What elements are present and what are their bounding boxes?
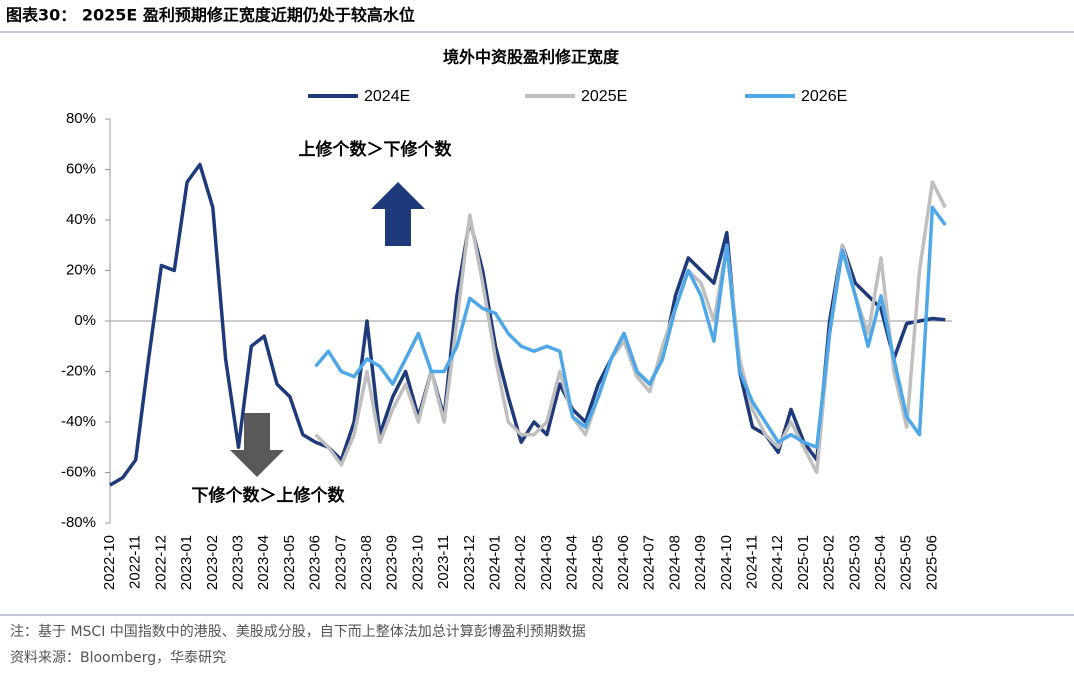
legend-label: 2026E [801, 88, 847, 105]
x-tick-label: 2024-08 [666, 535, 683, 590]
x-tick-label: 2023-10 [409, 535, 426, 590]
x-tick-label: 2024-02 [512, 535, 529, 590]
x-tick-label: 2022-12 [152, 535, 169, 590]
x-tick-label: 2024-06 [615, 535, 632, 590]
source: 资料来源：Bloomberg，华泰研究 [10, 650, 226, 666]
x-tick-label: 2025-03 [846, 535, 863, 590]
x-tick-label: 2025-05 [898, 535, 915, 590]
x-tick-label: 2024-12 [769, 535, 786, 590]
header: 图表30： 2025E 盈利预期修正宽度近期仍处于较高水位 [6, 6, 415, 25]
x-tick-label: 2024-07 [641, 535, 658, 590]
legend-label: 2024E [364, 88, 410, 105]
down-arrow [230, 413, 284, 477]
x-tick-label: 2025-04 [872, 535, 889, 590]
x-tick-label: 2023-04 [255, 535, 272, 590]
x-tick-label: 2023-08 [358, 535, 375, 590]
x-tick-label: 2024-11 [743, 535, 760, 589]
annotation: 下修个数＞上修个数 [192, 485, 346, 506]
x-tick-label: 2024-10 [718, 535, 735, 590]
y-tick-label: -20% [61, 362, 96, 379]
x-tick-label: 2024-05 [589, 535, 606, 590]
y-tick-label: -60% [61, 463, 96, 480]
x-tick-label: 2023-02 [204, 535, 221, 590]
up-arrow [371, 182, 425, 246]
x-tick-label: 2023-12 [461, 535, 478, 590]
x-tick-label: 2024-04 [564, 535, 581, 590]
x-tick-label: 2023-06 [307, 535, 324, 590]
y-tick-label: -80% [61, 514, 96, 531]
y-tick-label: 80% [66, 110, 96, 127]
x-tick-label: 2023-11 [435, 535, 452, 589]
x-tick-label: 2024-03 [538, 535, 555, 590]
x-tick-label: 2025-06 [923, 535, 940, 590]
x-tick-label: 2025-02 [821, 535, 838, 590]
x-tick-label: 2023-03 [229, 535, 246, 590]
x-tick-label: 2025-01 [795, 535, 812, 590]
x-tick-label: 2024-01 [486, 535, 503, 590]
x-tick-label: 2023-09 [384, 535, 401, 590]
x-tick-label: 2023-01 [178, 535, 195, 590]
legend-label: 2025E [581, 88, 627, 105]
series-line [109, 162, 946, 487]
series-line [314, 205, 947, 450]
x-tick-label: 2022-10 [101, 535, 118, 590]
y-tick-label: 0% [74, 312, 96, 329]
x-tick-label: 2023-05 [281, 535, 298, 590]
footnote: 注：基于 MSCI 中国指数中的港股、美股成分股，自下而上整体法加总计算彭博盈利… [10, 623, 586, 640]
y-tick-label: 60% [66, 160, 96, 177]
y-tick-label: -40% [61, 413, 96, 430]
x-tick-label: 2024-09 [692, 535, 709, 590]
y-tick-label: 40% [66, 211, 96, 228]
x-tick-label: 2023-07 [332, 535, 349, 590]
y-tick-label: 20% [66, 261, 96, 278]
annotation: 上修个数＞下修个数 [299, 139, 453, 160]
x-tick-label: 2022-11 [127, 535, 144, 589]
chart-title: 境外中资股盈利修正宽度 [443, 48, 620, 67]
